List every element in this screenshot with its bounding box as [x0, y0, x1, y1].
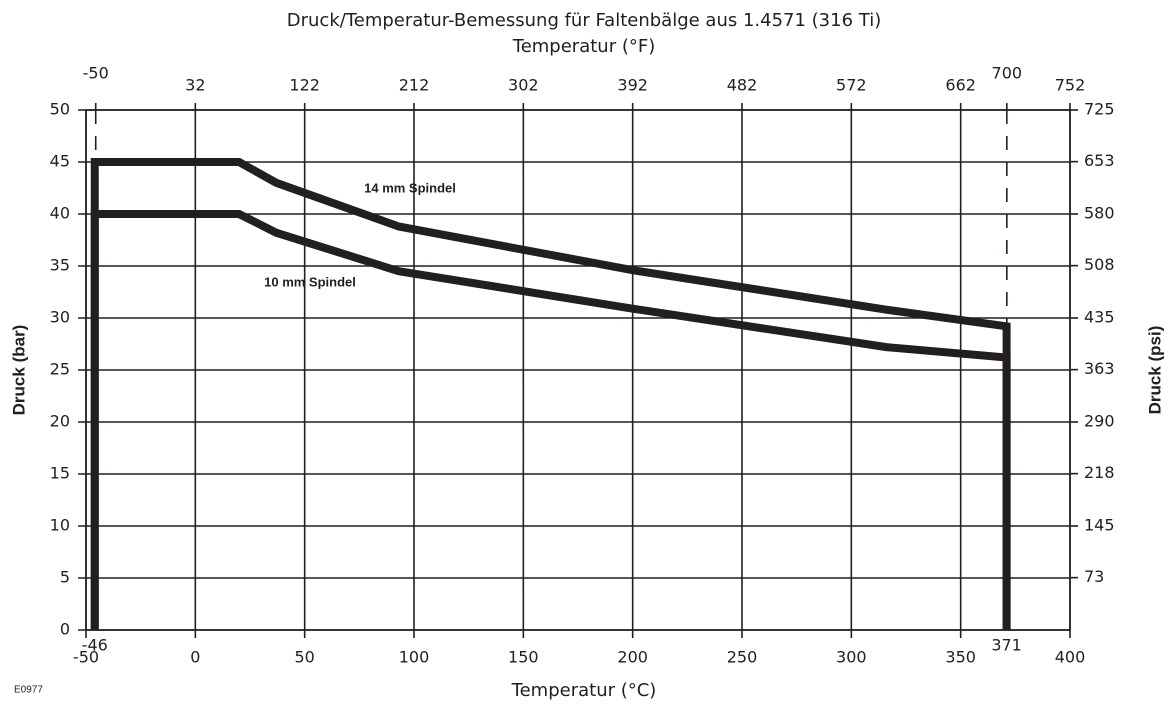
y-tick-label: 40: [50, 204, 70, 223]
y2-tick-label: 218: [1084, 463, 1115, 482]
x2-tick-label: 572: [836, 76, 867, 95]
x2-axis-label: Temperatur (°F): [512, 36, 655, 57]
y-tick-label: 25: [50, 360, 70, 379]
figure-code: E0977: [14, 685, 43, 696]
series-line: [90, 158, 1011, 630]
y2-tick-label: 145: [1084, 516, 1115, 535]
x2-tick-label: 482: [727, 76, 758, 95]
y-axis-label: Druck (bar): [9, 325, 28, 416]
x2-tick-label: 700: [992, 64, 1023, 83]
series-line: [90, 210, 1011, 630]
x2-tick-label: -50: [83, 64, 109, 83]
x-axis-label: Temperatur (°C): [511, 680, 657, 701]
x-tick-label: 200: [617, 648, 648, 667]
x-extra-tick-label: 371: [991, 636, 1022, 655]
y2-tick-label: 363: [1084, 359, 1115, 378]
x-tick-label: 250: [727, 648, 758, 667]
y2-tick-label: 725: [1084, 100, 1115, 119]
x-tick-label: 150: [508, 648, 539, 667]
y2-tick-label: 653: [1084, 151, 1115, 170]
y-tick-label: 20: [50, 412, 70, 431]
x-tick-label: 100: [399, 648, 430, 667]
y2-tick-label: 508: [1084, 255, 1115, 274]
x2-tick-label: 302: [508, 76, 539, 95]
y-tick-label: 45: [50, 152, 70, 171]
series-label: 14 mm Spindel: [364, 180, 456, 195]
x-tick-label: 300: [836, 648, 867, 667]
y2-axis-label: Druck (psi): [1145, 326, 1164, 415]
x-tick-label: -50: [73, 648, 99, 667]
x-tick-label: 400: [1055, 648, 1086, 667]
chart-title: Druck/Temperatur-Bemessung für Faltenbäl…: [287, 10, 881, 31]
x2-tick-label: 32: [185, 76, 205, 95]
y-tick-label: 5: [60, 568, 70, 587]
x-tick-label: 0: [190, 648, 200, 667]
x-tick-label: 350: [945, 648, 976, 667]
x2-tick-label: 752: [1055, 76, 1086, 95]
plot-frame: [85, 109, 1071, 631]
series-label: 10 mm Spindel: [264, 274, 356, 289]
y2-tick-label: 73: [1084, 567, 1104, 586]
y-tick-label: 10: [50, 516, 70, 535]
y-tick-label: 35: [50, 256, 70, 275]
x2-tick-label: 662: [945, 76, 976, 95]
x2-tick-label: 392: [617, 76, 648, 95]
y2-tick-label: 580: [1084, 204, 1115, 223]
y2-tick-label: 290: [1084, 412, 1115, 431]
x-tick-label: 50: [294, 648, 314, 667]
y-tick-label: 15: [50, 464, 70, 483]
y-tick-label: 50: [50, 100, 70, 119]
x-extra-tick-label: -46: [82, 636, 108, 655]
x2-tick-label: 122: [289, 76, 320, 95]
y-tick-label: 30: [50, 308, 70, 327]
x2-tick-label: 212: [399, 76, 430, 95]
y-tick-label: 0: [60, 620, 70, 639]
y2-tick-label: 435: [1084, 308, 1115, 327]
